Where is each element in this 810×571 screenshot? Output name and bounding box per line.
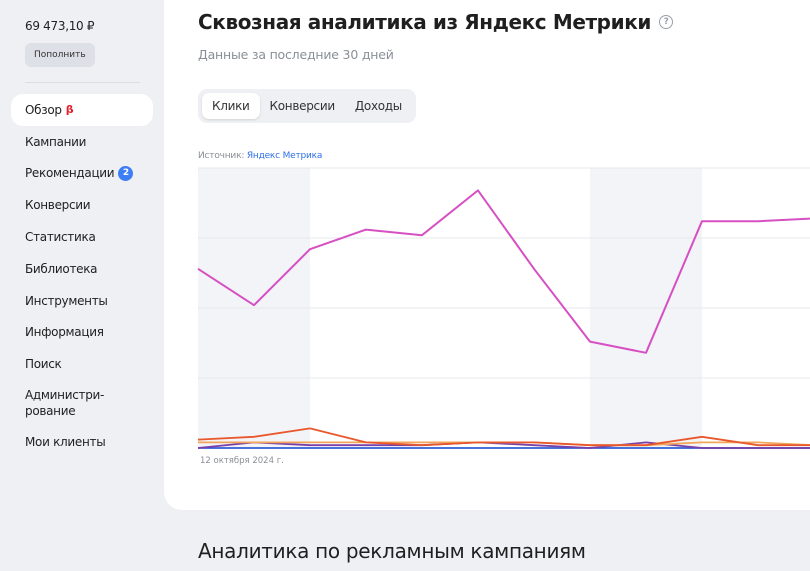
beta-badge: β: [65, 103, 74, 117]
sidebar-item-label: Инструменты: [25, 293, 108, 308]
tab-conversions[interactable]: Конверсии: [269, 99, 336, 113]
sidebar-item-label: Поиск: [25, 357, 62, 372]
topup-button[interactable]: Пополнить: [25, 43, 95, 67]
sidebar-item-information[interactable]: Информация: [11, 317, 153, 349]
source-prefix: Источник:: [198, 151, 245, 161]
sidebar-item-label: Администри- рование: [25, 388, 105, 419]
sidebar-item-tools[interactable]: Инструменты: [11, 285, 153, 317]
sidebar-item-search[interactable]: Поиск: [11, 348, 153, 380]
clicks-line-chart: [197, 167, 810, 449]
sidebar-divider: [25, 82, 140, 83]
page-subtitle: Данные за последние 30 дней: [198, 47, 394, 62]
sidebar-item-library[interactable]: Библиотека: [11, 253, 153, 285]
sidebar-nav: Обзор β Кампании Рекомендации 2 Конверси…: [11, 94, 153, 458]
sidebar-item-my-clients[interactable]: Мои клиенты: [11, 426, 153, 458]
source-link[interactable]: Яндекс Метрика: [246, 151, 323, 161]
sidebar-item-label: Обзор: [25, 102, 62, 117]
help-icon[interactable]: ?: [659, 15, 674, 29]
page-title-text: Сквозная аналитика из Яндекс Метрики: [198, 10, 652, 34]
analytics-card: Сквозная аналитика из Яндекс Метрики ? Д…: [164, 0, 810, 510]
page-title: Сквозная аналитика из Яндекс Метрики ?: [198, 10, 674, 34]
sidebar-item-label: Библиотека: [25, 261, 98, 276]
x-axis-start-label: 12 октября 2024 г.: [200, 456, 284, 466]
sidebar-item-overview[interactable]: Обзор β: [11, 94, 153, 126]
sidebar-item-label: Конверсии: [25, 198, 91, 213]
tab-revenue[interactable]: Доходы: [354, 99, 402, 113]
sidebar-item-label: Кампании: [25, 134, 87, 149]
series-line: [197, 189, 810, 354]
series-line: [197, 427, 810, 447]
sidebar-item-label: Информация: [25, 325, 104, 340]
series-line: [197, 441, 810, 449]
sidebar-item-conversions[interactable]: Конверсии: [11, 189, 153, 221]
sidebar-item-label: Мои клиенты: [25, 435, 106, 450]
data-source: Источник: Яндекс Метрика: [198, 151, 322, 161]
account-balance: 69 473,10 ₽: [25, 19, 95, 33]
sidebar-item-label: Рекомендации: [25, 166, 115, 181]
sidebar-item-campaigns[interactable]: Кампании: [11, 126, 153, 158]
notification-count-badge: 2: [118, 165, 134, 181]
sidebar-item-recommendations[interactable]: Рекомендации 2: [11, 158, 153, 190]
sidebar-item-label: Статистика: [25, 230, 96, 245]
tab-clicks[interactable]: Клики: [202, 93, 260, 119]
sidebar-item-statistics[interactable]: Статистика: [11, 221, 153, 253]
metric-tabs: Клики Конверсии Доходы: [198, 89, 416, 123]
sidebar: 69 473,10 ₽ Пополнить Обзор β Кампании Р…: [0, 0, 164, 571]
section-title-campaign-analytics: Аналитика по рекламным кампаниям: [198, 539, 586, 563]
sidebar-item-administration[interactable]: Администри- рование: [11, 380, 153, 426]
